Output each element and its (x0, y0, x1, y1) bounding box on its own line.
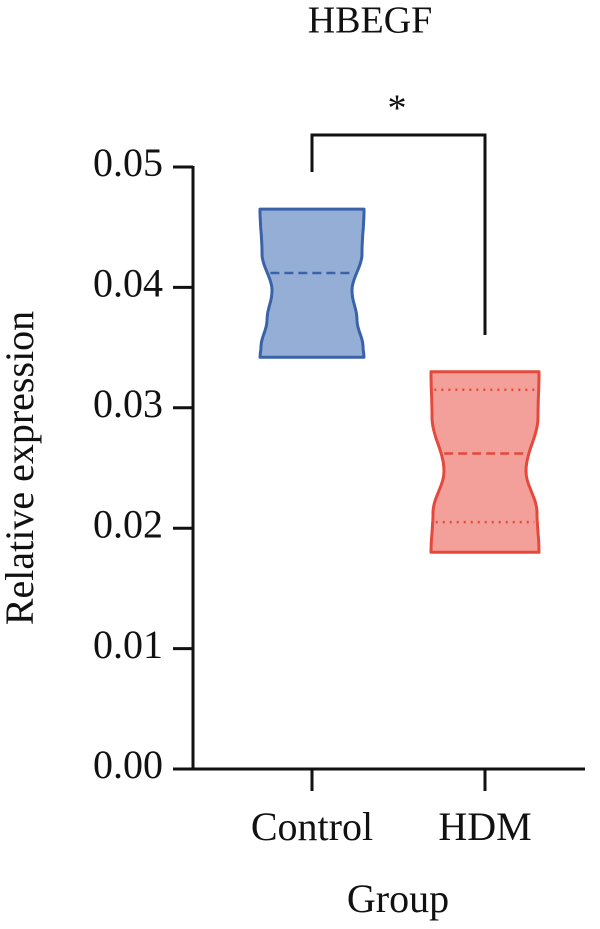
y-tick-label: 0.03 (93, 381, 163, 426)
y-tick-label: 0.02 (93, 501, 163, 546)
violin (258, 207, 366, 359)
chart-title: HBEGF (308, 0, 433, 42)
y-tick-label: 0.04 (93, 261, 163, 306)
significance-bracket (310, 133, 487, 335)
y-tick-label: 0.05 (93, 140, 163, 185)
y-axis-label: Relative expression (0, 311, 42, 625)
y-tick-label: 0.00 (93, 742, 163, 787)
x-tick-label: Control (251, 804, 373, 849)
x-axis-label: Group (347, 876, 449, 921)
violin (429, 370, 541, 554)
x-tick-label: HDM (438, 804, 531, 849)
significance-label: * (388, 88, 407, 130)
y-tick-label: 0.01 (93, 622, 163, 667)
